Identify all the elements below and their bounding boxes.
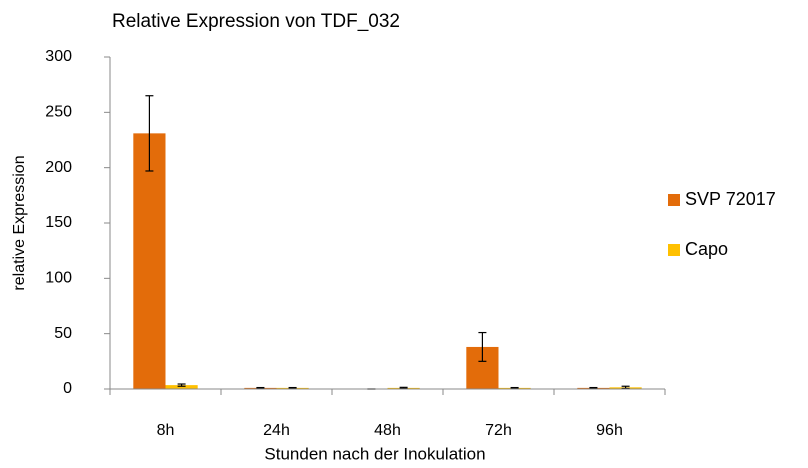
bar <box>133 133 166 389</box>
legend-swatch <box>668 194 680 206</box>
x-tick-label: 72h <box>485 422 512 439</box>
y-tick-label: 50 <box>54 325 72 342</box>
legend-label: SVP 72017 <box>685 189 776 209</box>
x-tick-label: 48h <box>374 422 401 439</box>
x-axis-label: Stunden nach der Inokulation <box>264 444 485 463</box>
x-tick-label: 96h <box>596 422 623 439</box>
y-axis-label: relative Expression <box>11 155 28 290</box>
bar <box>165 385 198 389</box>
legend-label: Capo <box>685 239 728 259</box>
x-tick-label: 8h <box>157 422 175 439</box>
y-tick-label: 300 <box>45 48 72 65</box>
legend-swatch <box>668 244 680 256</box>
x-tick-label: 24h <box>263 422 290 439</box>
y-tick-label: 0 <box>63 380 72 397</box>
y-tick-label: 150 <box>45 214 72 231</box>
y-tick-label: 250 <box>45 104 72 121</box>
chart-title: Relative Expression von TDF_032 <box>112 11 400 32</box>
y-tick-label: 200 <box>45 159 72 176</box>
y-tick-label: 100 <box>45 270 72 287</box>
